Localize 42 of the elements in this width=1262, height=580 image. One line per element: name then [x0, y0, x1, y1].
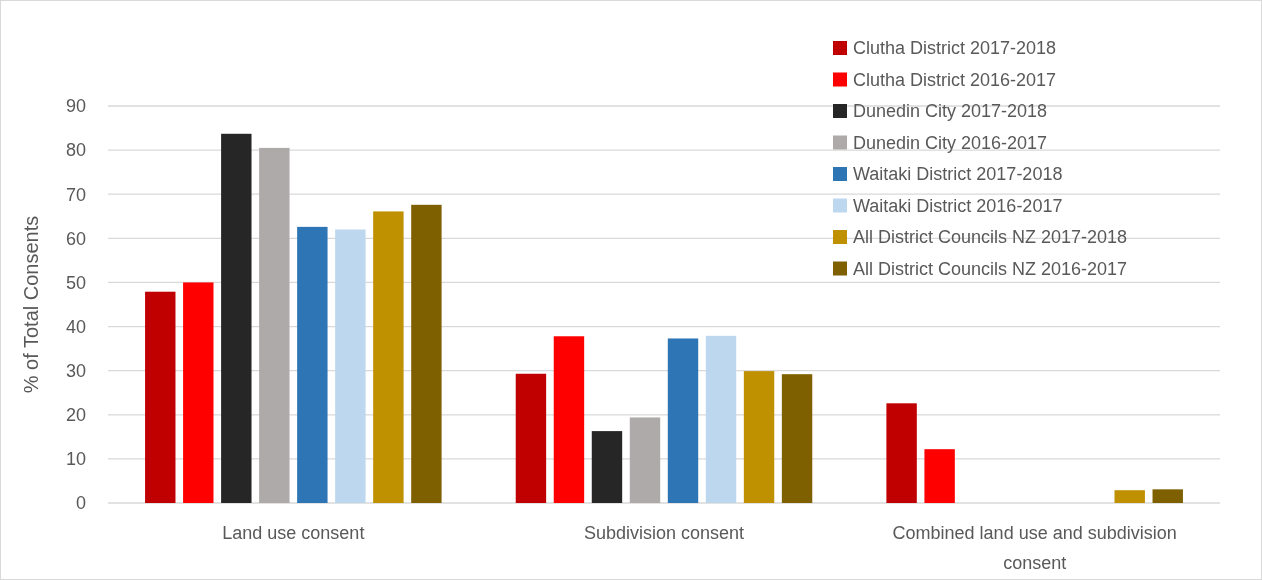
y-tick-label: 50	[65, 272, 86, 293]
bar	[411, 204, 442, 503]
bar	[743, 371, 775, 503]
y-tick-label: 0	[75, 493, 86, 514]
bar	[629, 417, 661, 503]
bar	[221, 133, 252, 503]
bar	[1114, 490, 1145, 503]
legend-label: Waitaki District 2017-2018	[853, 164, 1063, 185]
bar	[515, 373, 547, 503]
legend-label: Clutha District 2017-2018	[853, 38, 1057, 59]
bar	[259, 147, 290, 503]
y-tick-label: 20	[65, 405, 86, 426]
bar	[373, 211, 404, 503]
x-tick-label: Land use consent	[222, 523, 365, 543]
y-tick-label: 80	[65, 140, 86, 161]
bar	[924, 449, 955, 503]
legend-label: Dunedin City 2017-2018	[853, 101, 1048, 122]
bar	[886, 403, 917, 503]
y-tick-label: 60	[65, 228, 86, 249]
y-tick-label: 10	[65, 449, 86, 470]
legend-label: Clutha District 2016-2017	[853, 69, 1057, 90]
legend-label: All District Councils NZ 2017-2018	[853, 227, 1128, 248]
bar	[145, 291, 176, 503]
bar	[335, 229, 366, 503]
x-tick-label: Subdivision consent	[583, 523, 745, 543]
y-tick-label: 30	[65, 360, 86, 381]
bar	[183, 282, 214, 503]
legend-label: Waitaki District 2016-2017	[853, 195, 1063, 216]
bar	[297, 226, 328, 503]
legend-label: Dunedin City 2016-2017	[853, 132, 1048, 153]
y-axis-title: % of Total Consents	[20, 215, 42, 394]
y-tick-label: 40	[65, 316, 86, 337]
bar	[553, 336, 585, 503]
x-tick-label: Combined land use and subdivision consent	[892, 523, 1177, 573]
bar	[1152, 489, 1183, 503]
y-tick-label: 90	[65, 96, 86, 117]
bar	[781, 374, 813, 503]
bar	[667, 338, 699, 503]
legend-label: All District Councils NZ 2016-2017	[853, 258, 1128, 279]
y-tick-label: 70	[65, 184, 86, 205]
bar	[705, 335, 737, 503]
bar	[591, 431, 623, 503]
